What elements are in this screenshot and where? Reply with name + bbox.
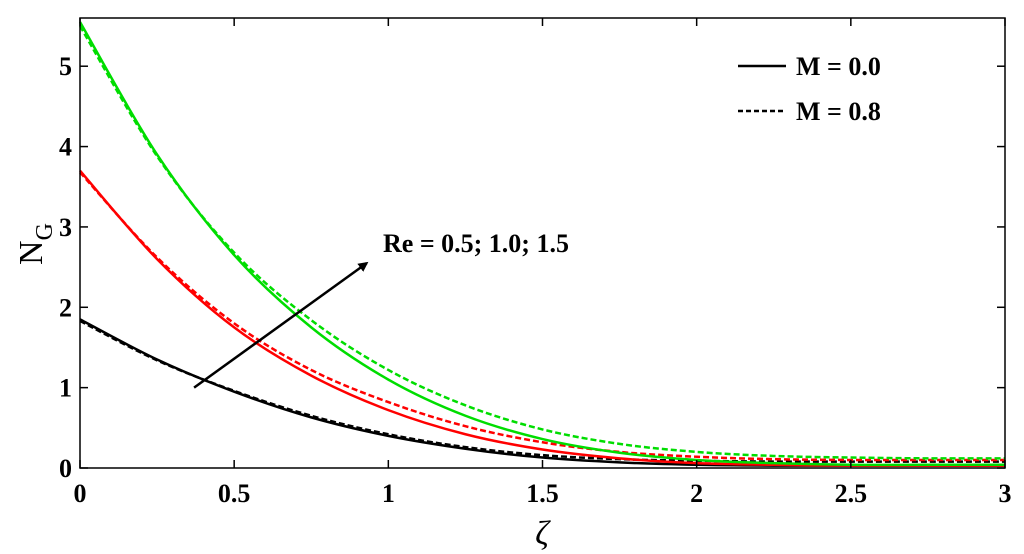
x-axis-label: ζ — [535, 515, 551, 552]
y-tick-label: 2 — [59, 293, 72, 322]
legend-label-dashed: M = 0.8 — [796, 97, 881, 126]
y-tick-label: 4 — [59, 133, 72, 162]
x-tick-label: 1 — [382, 479, 395, 508]
x-tick-label: 0 — [74, 479, 87, 508]
y-axis-label-sub: G — [32, 223, 58, 240]
series-line-1 — [79, 319, 1005, 463]
x-tick-label: 1.5 — [526, 479, 559, 508]
x-tick-label: 3 — [999, 479, 1012, 508]
x-tick-label: 2.5 — [835, 479, 868, 508]
x-tick-label: 0.5 — [218, 479, 251, 508]
y-tick-label: 0 — [59, 454, 72, 483]
y-axis-label-main: N — [13, 240, 50, 265]
y-tick-label: 5 — [59, 52, 72, 81]
x-tick-label: 2 — [690, 479, 703, 508]
annotation-arrow — [193, 261, 369, 389]
series-line-0 — [79, 318, 1005, 467]
y-tick-label: 1 — [59, 374, 72, 403]
y-axis-label: NG — [13, 223, 58, 265]
annotation-text: Re = 0.5; 1.0; 1.5 — [383, 229, 569, 258]
legend: M = 0.0 M = 0.8 — [738, 52, 881, 126]
series-line-2 — [79, 169, 1005, 467]
series-line-3 — [79, 171, 1005, 462]
annotation: Re = 0.5; 1.0; 1.5 — [193, 229, 569, 389]
series-line-5 — [78, 25, 1006, 460]
y-tick-label: 3 — [59, 213, 72, 242]
tick-layer: 0 0.5 1 1.5 2 2.5 3 0 1 2 3 4 5 — [59, 18, 1012, 508]
legend-label-solid: M = 0.0 — [796, 52, 881, 81]
